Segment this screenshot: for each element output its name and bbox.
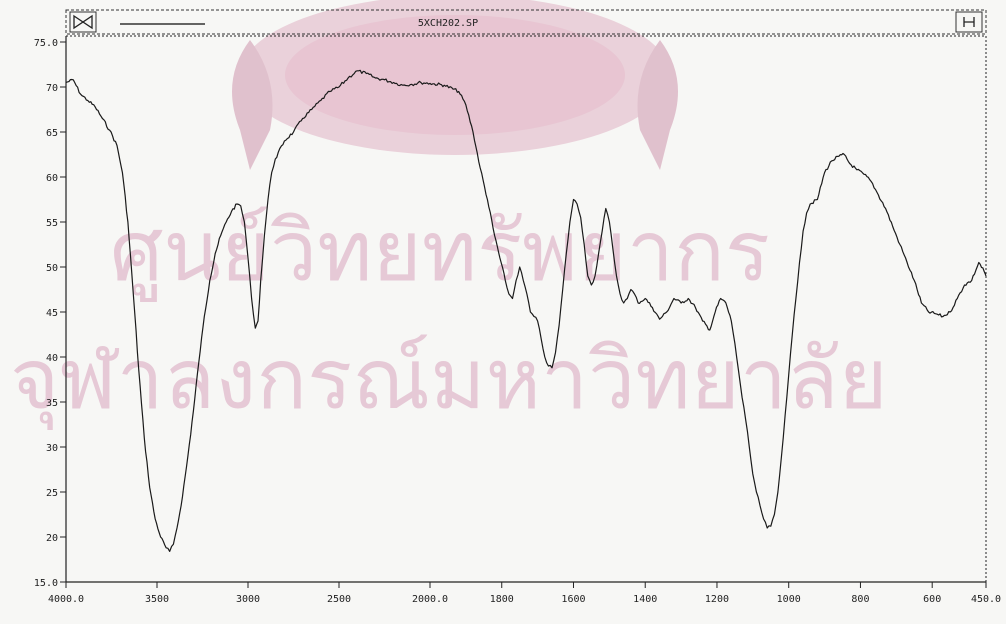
- spectrum-series: [65, 69, 987, 552]
- x-tick-label: 1400: [633, 594, 657, 605]
- y-tick-label: 60: [46, 173, 58, 184]
- window-title-bar: 5XCH202.SP: [65, 9, 987, 35]
- x-tick-label: 1600: [561, 594, 585, 605]
- plot-frame: [65, 35, 987, 583]
- y-tick-label: 30: [46, 443, 58, 454]
- y-tick-label: 45: [46, 308, 58, 319]
- x-tick-label: 1000: [777, 594, 801, 605]
- bowtie-button[interactable]: [69, 11, 97, 33]
- x-tick-label: 600: [923, 594, 941, 605]
- i-beam-button[interactable]: [955, 11, 983, 33]
- y-tick-label: 35: [46, 398, 58, 409]
- y-tick-label: 65: [46, 128, 58, 139]
- y-tick-label: 20: [46, 533, 58, 544]
- transmittance-line: [65, 69, 987, 552]
- x-tick-label: 800: [851, 594, 869, 605]
- x-tick-label: 450.0: [971, 594, 1001, 605]
- y-tick-label: 40: [46, 353, 58, 364]
- y-tick-label: 25: [46, 488, 58, 499]
- x-tick-label: 2000.0: [412, 594, 448, 605]
- i-beam-icon: [963, 17, 975, 27]
- x-tick-label: 3000: [236, 594, 260, 605]
- x-tick-label: 1200: [705, 594, 729, 605]
- x-tick-label: 1800: [490, 594, 514, 605]
- title-bar-frame: [65, 9, 987, 35]
- x-tick-label: 3500: [145, 594, 169, 605]
- x-tick-label: 2500: [327, 594, 351, 605]
- y-tick-label: 55: [46, 218, 58, 229]
- y-tick-label: 75.0: [34, 38, 58, 49]
- window-title: 5XCH202.SP: [418, 18, 478, 29]
- y-tick-label: 70: [46, 83, 58, 94]
- axis-ticks: 4000.0 3500 3000 2500 2000.0 1800 1600 1400 1200…: [34, 38, 1001, 605]
- x-tick-label: 4000.0: [48, 594, 84, 605]
- y-tick-label: 15.0: [34, 578, 58, 589]
- y-tick-label: 50: [46, 263, 58, 274]
- bowtie-icon: [73, 14, 93, 30]
